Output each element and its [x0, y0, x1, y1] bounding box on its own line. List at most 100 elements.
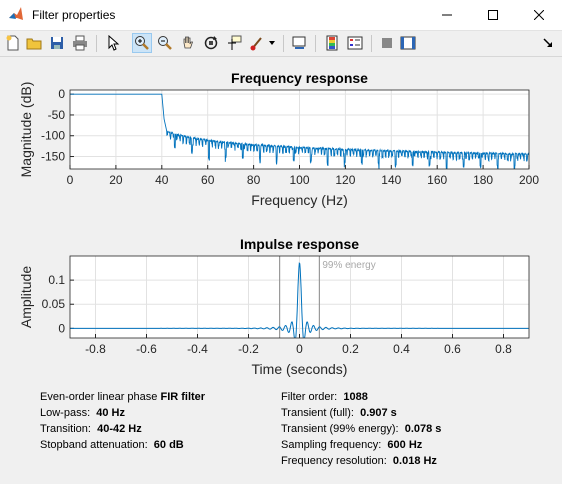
zoom-out-button[interactable]	[155, 33, 175, 53]
info-right: Filter order: 1088 Transient (full): 0.9…	[281, 389, 441, 469]
y-tick-label: -150	[41, 150, 65, 164]
x-tick-label: 0.2	[342, 342, 359, 356]
y-tick-label: 0	[58, 87, 65, 101]
figure-canvas: 0 20 40 60 80 100 120 140 160 180 200 0 -50 -100 -150 F…	[0, 57, 562, 479]
info-left-line4: Stopband attenuation: 60 dB	[40, 437, 205, 453]
close-button[interactable]	[516, 0, 562, 30]
y-tick-label: -100	[41, 129, 65, 143]
filter-type-label: Even-order linear phase	[40, 391, 160, 403]
minimize-icon	[442, 10, 452, 20]
transient-energy-label: Transient (99% energy):	[281, 423, 399, 435]
sampling-frequency-label: Sampling frequency:	[281, 439, 381, 451]
transient-energy-value: 0.078 s	[405, 423, 442, 435]
info-right-line5: Frequency resolution: 0.018 Hz	[281, 453, 441, 469]
brush-button[interactable]	[247, 33, 267, 53]
y-tick-label: -50	[48, 108, 66, 122]
data-cursor-icon	[226, 35, 242, 51]
dock-arrow-icon	[543, 38, 553, 48]
hide-plot-tools-button[interactable]	[377, 33, 397, 53]
info-left-line2: Low-pass: 40 Hz	[40, 405, 205, 421]
y-tick-label: 0.05	[42, 297, 66, 311]
filter-type-value: FIR filter	[160, 391, 205, 403]
x-tick-label: 100	[289, 173, 309, 187]
sampling-frequency-value: 600 Hz	[387, 439, 422, 451]
link-plot-button[interactable]	[290, 33, 310, 53]
insert-colorbar-icon	[324, 35, 340, 51]
figure-toolbar	[0, 31, 562, 57]
save-button[interactable]	[47, 33, 67, 53]
show-plot-tools-icon	[400, 35, 416, 51]
show-plot-tools-button[interactable]	[398, 33, 418, 53]
transient-full-label: Transient (full):	[281, 407, 354, 419]
x-tick-label: 120	[335, 173, 355, 187]
x-tick-label: -0.8	[85, 342, 106, 356]
stopband-label: Stopband attenuation:	[40, 439, 148, 451]
x-tick-label: 180	[473, 173, 493, 187]
toolbar-dock-arrow[interactable]	[540, 33, 556, 53]
minimize-button[interactable]	[424, 0, 470, 30]
x-tick-label: -0.4	[187, 342, 208, 356]
filter-order-value: 1088	[343, 391, 367, 403]
brush-icon	[249, 35, 265, 51]
energy-annotation: 99% energy	[322, 260, 375, 271]
x-tick-label: -0.6	[136, 342, 157, 356]
info-right-line4: Sampling frequency: 600 Hz	[281, 437, 441, 453]
save-icon	[49, 35, 65, 51]
x-tick-label: 0.4	[393, 342, 410, 356]
new-figure-button[interactable]	[3, 33, 23, 53]
close-icon	[534, 10, 544, 20]
info-right-line3: Transient (99% energy): 0.078 s	[281, 421, 441, 437]
lowpass-value: 40 Hz	[96, 407, 125, 419]
open-file-icon	[26, 35, 42, 51]
toolbar-separator	[371, 35, 372, 52]
frequency-resolution-label: Frequency resolution:	[281, 455, 387, 467]
edit-plot-cursor-icon	[105, 35, 121, 51]
edit-plot-button[interactable]	[103, 33, 123, 53]
zoom-in-icon	[134, 35, 150, 51]
x-tick-label: 160	[427, 173, 447, 187]
x-tick-label: 40	[155, 173, 169, 187]
frequency-response-title: Frequency response	[231, 70, 368, 86]
zoom-in-button[interactable]	[132, 33, 152, 53]
maximize-button[interactable]	[470, 0, 516, 30]
time-xlabel: Time (seconds)	[252, 361, 348, 377]
magnitude-ylabel: Magnitude (dB)	[18, 82, 34, 178]
x-tick-label: 0	[296, 342, 303, 356]
insert-colorbar-button[interactable]	[322, 33, 342, 53]
insert-legend-button[interactable]	[345, 33, 365, 53]
window-title: Filter properties	[32, 8, 115, 22]
data-cursor-button[interactable]	[224, 33, 244, 53]
x-tick-label: 0	[67, 173, 74, 187]
toolbar-separator	[315, 35, 316, 52]
x-tick-label: 200	[519, 173, 539, 187]
filter-order-label: Filter order:	[281, 391, 337, 403]
zoom-out-icon	[157, 35, 173, 51]
link-plot-icon	[292, 35, 308, 51]
x-tick-label: -0.2	[238, 342, 259, 356]
rotate-3d-button[interactable]	[201, 33, 221, 53]
y-tick-label: 0	[58, 321, 65, 335]
info-left-line3: Transition: 40-42 Hz	[40, 421, 205, 437]
maximize-icon	[488, 10, 498, 20]
open-file-button[interactable]	[24, 33, 44, 53]
info-right-line1: Filter order: 1088	[281, 389, 441, 405]
pan-button[interactable]	[178, 33, 198, 53]
new-figure-icon	[5, 35, 21, 51]
lowpass-label: Low-pass:	[40, 407, 90, 419]
matlab-app-icon	[8, 6, 24, 22]
transition-label: Transition:	[40, 423, 91, 435]
toolbar-separator	[96, 35, 97, 52]
transition-value: 40-42 Hz	[97, 423, 142, 435]
rotate-3d-icon	[203, 35, 219, 51]
amplitude-ylabel: Amplitude	[18, 266, 34, 328]
transient-full-value: 0.907 s	[360, 407, 397, 419]
impulse-response-title: Impulse response	[240, 236, 359, 252]
frequency-xlabel: Frequency (Hz)	[251, 192, 347, 208]
insert-legend-icon	[347, 35, 363, 51]
stopband-value: 60 dB	[154, 439, 184, 451]
pan-hand-icon	[180, 35, 196, 51]
hide-plot-tools-icon	[379, 35, 395, 51]
print-button[interactable]	[70, 33, 90, 53]
brush-dropdown[interactable]	[266, 33, 278, 53]
chevron-down-icon	[268, 39, 276, 47]
